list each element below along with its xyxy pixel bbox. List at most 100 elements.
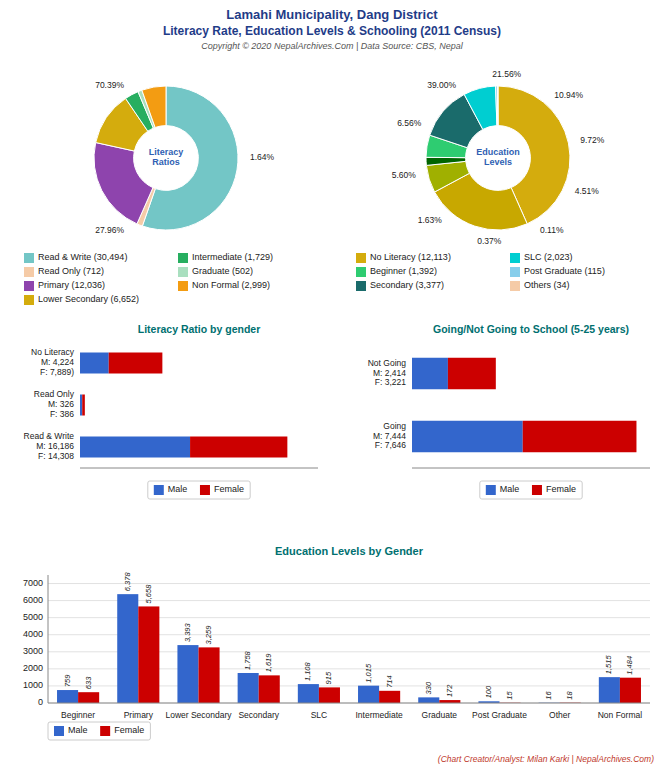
pie-chart: LiteracyRatios70.39%1.64%27.96%Read & Wr…: [24, 80, 275, 305]
bar: [177, 645, 198, 703]
legend-label: No Literacy (12,113): [370, 252, 451, 262]
legend-label: Read & Write (30,494): [38, 252, 127, 262]
legend-label: Secondary (3,377): [370, 280, 444, 290]
legend-label: Lower Secondary (6,652): [38, 294, 139, 304]
bar: [238, 673, 259, 703]
legend-swatch: [532, 485, 542, 495]
pie-annotation: 10.94%: [554, 90, 583, 100]
category-label: No LiteracyM: 4,224F: 7,889): [31, 347, 75, 377]
text-line: M: 7,444: [373, 431, 406, 441]
chart-page: Lamahi Municipality, Dang DistrictLitera…: [0, 0, 664, 768]
legend-label: Primary (12,036): [38, 280, 105, 290]
legend-swatch: [24, 281, 34, 291]
bar: [412, 421, 523, 453]
legend-label: Post Graduate (115): [524, 266, 605, 276]
bar: [412, 358, 448, 390]
data-label: 1,015: [364, 663, 373, 683]
legend-swatch: [154, 485, 164, 495]
tick-label: 5000: [23, 612, 43, 622]
data-label: 3,393: [183, 622, 192, 642]
bar: [57, 690, 78, 703]
pie-annotation: 70.39%: [95, 80, 124, 90]
x-axis-line: [48, 703, 650, 704]
pie-center-label: EducationLevels: [476, 147, 520, 167]
legend-label: Female: [114, 725, 144, 735]
text-line: M: 4,224: [41, 357, 74, 367]
tick-label: 6000: [23, 595, 43, 605]
bar: [80, 437, 190, 458]
pie-slice: [497, 86, 499, 126]
legend-swatch: [24, 295, 34, 305]
data-label: 633: [84, 676, 93, 689]
legend-label: Male: [500, 484, 520, 494]
bar: [78, 692, 99, 703]
y-axis: 01000200030004000500060007000: [23, 578, 650, 707]
grid-line: [48, 583, 650, 584]
bar: [448, 358, 496, 390]
legend: Male Female: [480, 481, 582, 499]
bar-chart: Going/Not Going to School (5-25 years)Go…: [368, 323, 650, 499]
data-label: 5,658: [144, 584, 153, 604]
page-subtitle: Literacy Rate, Education Levels & School…: [163, 24, 501, 38]
text-line: Ratios: [152, 158, 180, 168]
data-label: 100: [484, 685, 493, 698]
category-label: Other: [549, 710, 570, 720]
legend-frame: [48, 722, 150, 740]
category-label: Lower Secondary: [165, 710, 232, 720]
data-label: 759: [63, 674, 72, 687]
data-label: 172: [445, 684, 454, 697]
text-line: M: 2,414: [373, 368, 406, 378]
bar: [138, 606, 159, 703]
text-line: Read & Write: [24, 431, 75, 441]
pie-annotation: 1.64%: [250, 152, 275, 162]
y-axis-line: [48, 575, 49, 703]
bar: [620, 678, 641, 703]
text-line: F: 7,889): [40, 367, 74, 377]
pie-annotation: 21.56%: [492, 69, 521, 79]
bar-chart: Education Levels by Gender01000200030004…: [23, 545, 654, 764]
legend-swatch: [178, 253, 188, 263]
legend-swatch: [356, 253, 366, 263]
bar: [298, 684, 319, 703]
legend-swatch: [178, 281, 188, 291]
legend-swatch: [54, 726, 64, 736]
bar: [418, 697, 439, 703]
pie-annotation: 9.72%: [580, 135, 605, 145]
page-header: Lamahi Municipality, Dang DistrictLitera…: [163, 7, 501, 51]
chart-title: Education Levels by Gender: [275, 545, 424, 557]
x-axis-line: [412, 468, 650, 469]
x-axis-line: [80, 468, 318, 469]
pie-annotation: 6.56%: [397, 118, 422, 128]
text-line: Literacy: [149, 147, 184, 157]
bar: [358, 686, 379, 703]
pie-slice: [426, 161, 469, 192]
data-labels: 7596336,3785,6583,3933,2591,7581,6191,10…: [63, 572, 635, 700]
pie-slice: [464, 86, 497, 129]
data-label: 714: [385, 675, 394, 688]
background: [0, 0, 664, 768]
pie-annotation: 39.00%: [427, 80, 456, 90]
bar: [319, 687, 340, 703]
legend: No Literacy (12,113)Beginner (1,392)Seco…: [356, 252, 605, 291]
category-label: Read OnlyM: 326F: 386: [34, 389, 75, 419]
data-label: 1,484: [625, 656, 634, 675]
pie-center-label: LiteracyRatios: [149, 147, 184, 167]
grid-line: [48, 703, 650, 704]
text-line: F: 3,221: [375, 378, 406, 388]
data-label: 18: [565, 691, 574, 700]
data-label: 915: [324, 671, 333, 684]
legend-label: Female: [546, 484, 576, 494]
pie-slice: [142, 86, 166, 127]
bar: [379, 691, 400, 703]
tick-label: 3000: [23, 646, 43, 656]
text-line: F: 7,646: [375, 441, 406, 451]
bars: [57, 594, 641, 703]
data-label: 6,378: [123, 572, 132, 592]
pie-annotation: 5.60%: [392, 170, 417, 180]
page-note: Copyright © 2020 NepalArchives.Com | Dat…: [201, 41, 464, 51]
pie-slice: [142, 86, 238, 230]
legend-label: Graduate (502): [192, 266, 253, 276]
text-line: Not Going: [368, 358, 407, 368]
legend-swatch: [510, 281, 520, 291]
data-label: 330: [424, 681, 433, 694]
